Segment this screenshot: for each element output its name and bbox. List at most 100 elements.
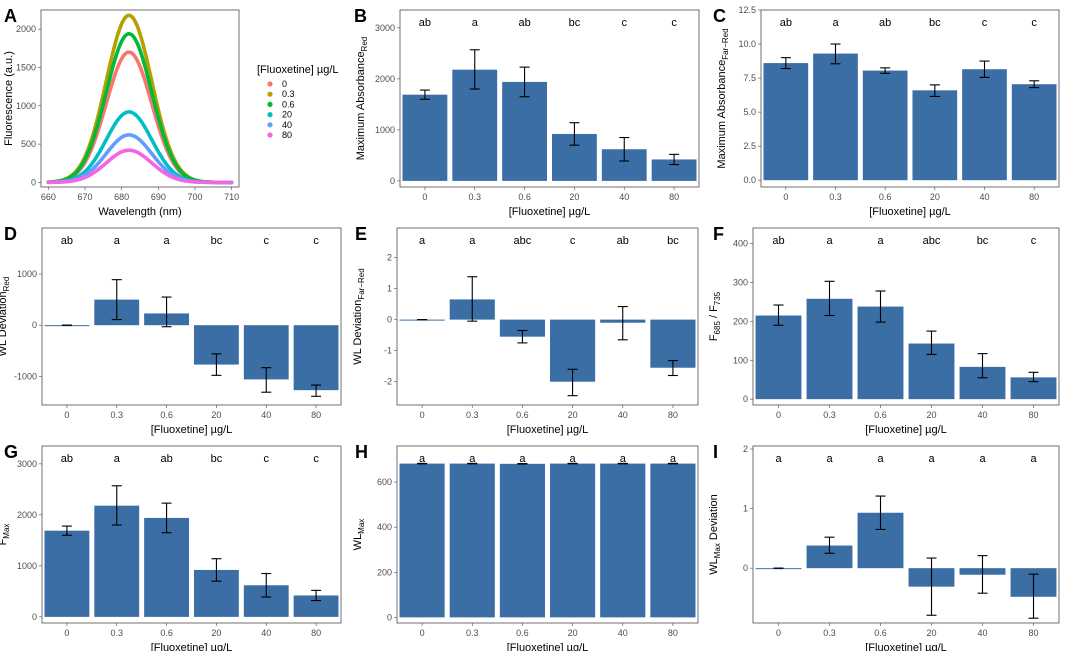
y-tick-label: -2 <box>384 377 392 387</box>
x-tick-label: 0.3 <box>466 410 479 420</box>
x-axis-title: [Fluoxetine] µg/L <box>869 206 951 218</box>
y-tick-label: 1000 <box>16 101 36 111</box>
plot-frame <box>396 445 699 624</box>
y-tick-label: 10.0 <box>738 39 756 49</box>
y-axis-title: FMax <box>0 524 11 546</box>
bar <box>806 545 853 569</box>
y-tick-label: 0 <box>32 612 37 622</box>
bar <box>763 63 809 181</box>
significance-letter: c <box>671 17 677 29</box>
x-axis-title: [Fluoxetine] µg/L <box>151 642 233 651</box>
bar <box>502 81 548 181</box>
bar <box>293 325 339 391</box>
x-tick-label: 40 <box>618 628 628 638</box>
y-tick-label: 0 <box>31 177 36 187</box>
x-tick-label: 0.3 <box>823 628 836 638</box>
panel-f: F 0 100 200 300 400 0 0.3 0.6 20 40 80 ab a a abc bc c [Fl… <box>708 224 1060 436</box>
error-bar <box>773 304 784 326</box>
x-tick-label: 20 <box>569 192 579 202</box>
legend-title: [Fluoxetine] µg/L <box>257 64 339 76</box>
y-tick-label: 5.0 <box>743 107 756 117</box>
error-bar <box>211 353 222 376</box>
legend-label: 20 <box>282 110 292 120</box>
significance-letter: a <box>877 235 884 247</box>
x-tick-label: 0 <box>420 628 425 638</box>
bar <box>402 94 448 181</box>
x-tick-label: 0 <box>64 628 69 638</box>
x-tick-label: 20 <box>211 410 221 420</box>
x-tick-label: 0 <box>783 192 788 202</box>
error-bar <box>977 353 988 379</box>
error-bar <box>875 290 886 323</box>
significance-letter: c <box>313 453 319 465</box>
x-tick-label: 0.3 <box>110 410 123 420</box>
panel-letter: B <box>354 6 367 26</box>
x-tick-label: 0.3 <box>466 628 479 638</box>
x-axis-title: [Fluoxetine] µg/L <box>151 424 233 436</box>
panel-g: G 0 1000 2000 3000 0 0.3 0.6 20 40 80 ab a ab bc c c [Flu… <box>0 442 342 651</box>
bar <box>399 463 445 618</box>
x-tick-label: 0.3 <box>829 192 842 202</box>
panel-d: D -1000 0 1000 0 0.3 0.6 20 40 80 ab a a bc c c [Fluoxet… <box>0 224 342 436</box>
significance-letter: a <box>114 235 121 247</box>
significance-letter: ab <box>879 17 891 29</box>
y-tick-label: 2.5 <box>743 141 756 151</box>
x-tick-label: 40 <box>619 192 629 202</box>
x-tick-label: 80 <box>311 410 321 420</box>
x-tick-label: 0 <box>776 410 781 420</box>
x-tick-label: 40 <box>977 628 987 638</box>
error-bar <box>467 276 478 322</box>
bar <box>44 530 90 617</box>
x-tick-label: 40 <box>977 410 987 420</box>
error-bar <box>929 84 940 98</box>
x-axis-title: [Fluoxetine] µg/L <box>507 424 589 436</box>
panel-letter: E <box>355 224 367 244</box>
x-tick-label: 0 <box>420 410 425 420</box>
error-bar <box>261 572 272 598</box>
error-bar <box>617 306 628 341</box>
significance-letter: ab <box>419 17 431 29</box>
significance-letter: a <box>832 17 839 29</box>
panel-a: A 660 670 680 690 700 710 0 500 1000 1500 2000 Wavel… <box>3 6 339 218</box>
error-bar <box>1028 573 1039 619</box>
y-tick-label: 0 <box>32 320 37 330</box>
error-bar <box>830 43 841 65</box>
significance-letter: bc <box>211 453 223 465</box>
x-tick-label: 0.6 <box>518 192 531 202</box>
bar <box>449 463 495 618</box>
error-bar <box>111 279 122 321</box>
significance-letter: abc <box>923 235 941 247</box>
error-bar <box>667 360 678 377</box>
y-axis-title: Fluorescence (a.u.) <box>3 51 15 146</box>
y-axis-title: WL DeviationRed <box>0 277 11 357</box>
panel-letter: G <box>4 442 18 462</box>
x-tick-label: 80 <box>1028 410 1038 420</box>
x-tick-label: 80 <box>668 628 678 638</box>
x-tick-label: 80 <box>668 410 678 420</box>
y-tick-label: 2 <box>743 444 748 454</box>
significance-letter: ab <box>518 17 530 29</box>
error-bar <box>111 485 122 526</box>
bar <box>600 463 646 618</box>
bar <box>962 69 1007 181</box>
x-axis-title: [Fluoxetine] µg/L <box>507 642 589 651</box>
significance-letter: c <box>622 17 628 29</box>
x-tick-label: 710 <box>224 192 239 202</box>
significance-letter: a <box>826 235 833 247</box>
plot-frame <box>41 445 342 624</box>
bar <box>813 53 858 181</box>
error-bar <box>261 367 272 393</box>
significance-letter: a <box>877 453 884 465</box>
series-line <box>46 31 234 185</box>
x-tick-label: 40 <box>979 192 989 202</box>
significance-letter: ab <box>61 453 73 465</box>
x-tick-label: 80 <box>1028 628 1038 638</box>
x-tick-label: 0.6 <box>160 628 173 638</box>
legend-label: 40 <box>282 120 292 130</box>
legend-key <box>267 101 273 107</box>
x-axis-title: Wavelength (nm) <box>98 206 181 218</box>
panel-letter: F <box>713 224 724 244</box>
y-tick-label: 1000 <box>375 125 395 135</box>
